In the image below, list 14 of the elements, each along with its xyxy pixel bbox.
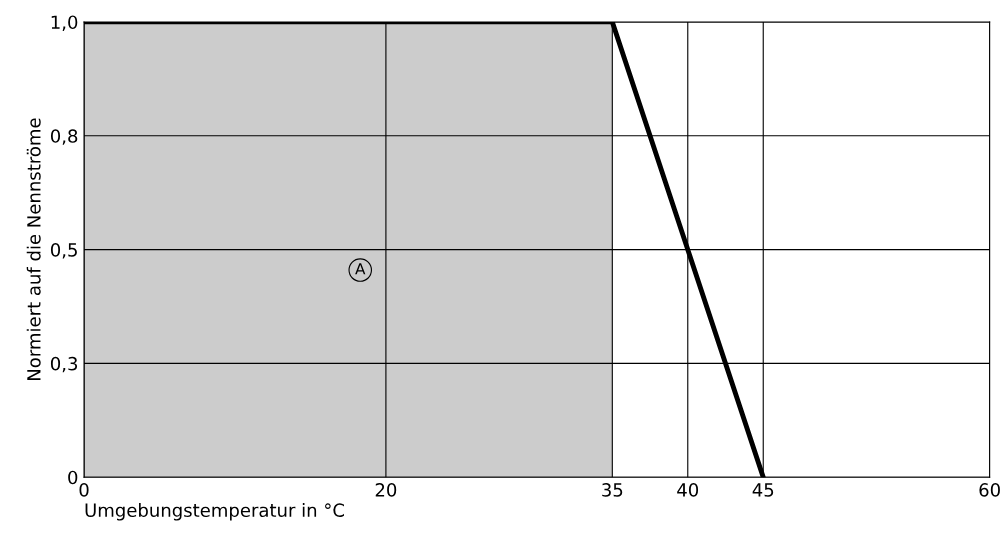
annotation: A <box>355 263 366 275</box>
x-axis-title: Umgebungstemperatur in °C <box>85 503 344 521</box>
y-tick-label: 0,5 <box>50 243 77 259</box>
y-tick-label: 0,8 <box>50 129 78 145</box>
y-axis-title: Normiert auf die Nennströme <box>26 118 41 380</box>
y-tick-label: 1,0 <box>51 15 78 31</box>
y-tick-label: 0 <box>68 470 78 485</box>
y-tick-label: 0,3 <box>50 356 78 373</box>
x-tick-label: 60 <box>979 483 1000 497</box>
x-tick-label: 35 <box>602 483 623 497</box>
x-tick-label: 0 <box>79 483 89 497</box>
x-tick-label: 45 <box>752 483 774 497</box>
x-tick-label: 40 <box>677 483 699 497</box>
x-tick-label: 20 <box>375 483 397 497</box>
